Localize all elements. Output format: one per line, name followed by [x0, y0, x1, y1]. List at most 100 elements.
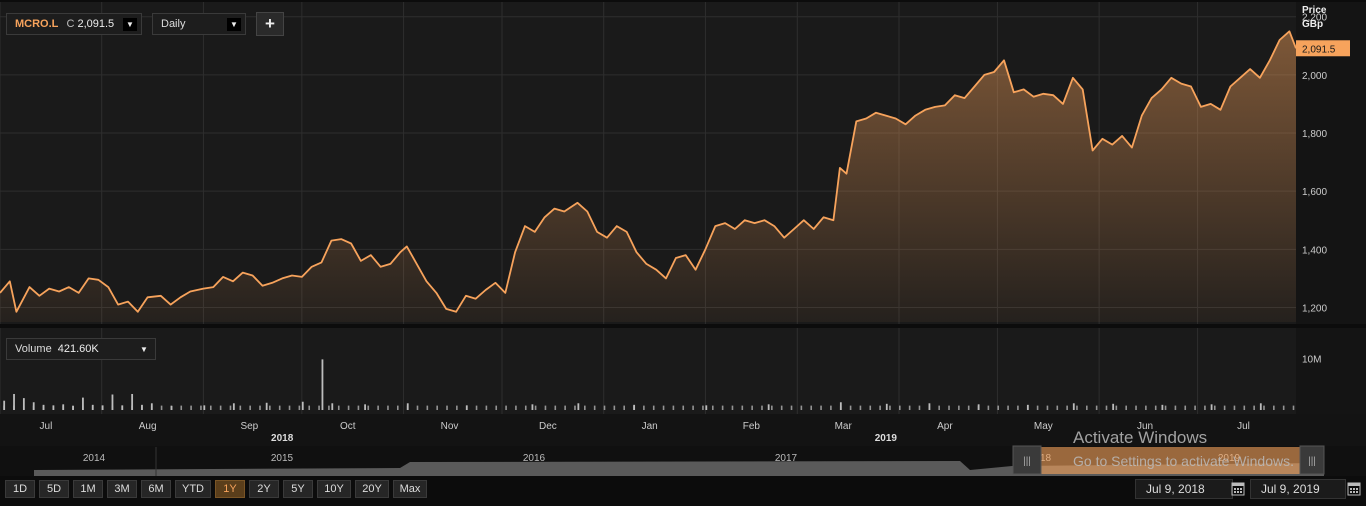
y-tick-label: 1,600 — [1302, 187, 1327, 198]
volume-bar — [623, 405, 625, 410]
volume-bar — [101, 405, 104, 410]
x-tick-label: Oct — [340, 421, 356, 432]
volume-bar — [1026, 404, 1029, 410]
date-to-field[interactable]: Jul 9, 2019 — [1250, 479, 1346, 499]
volume-bar — [1233, 405, 1236, 410]
volume-bar — [42, 404, 45, 410]
range-button-5y[interactable]: 5Y — [283, 480, 313, 498]
volume-bar — [1204, 405, 1206, 410]
grip-icon: ||| — [1023, 456, 1031, 467]
volume-bar — [62, 404, 65, 410]
volume-bar — [885, 403, 888, 410]
volume-bar — [288, 405, 291, 410]
date-from-field[interactable]: Jul 9, 2018 — [1135, 479, 1233, 499]
volume-bar — [377, 405, 379, 410]
price-series-line — [0, 30, 1297, 313]
y-tick-label: 1,200 — [1302, 303, 1327, 314]
x-tick-label: Jul — [1237, 421, 1250, 432]
volume-bar — [301, 401, 304, 410]
volume-bar — [761, 405, 763, 410]
volume-bar — [364, 404, 366, 410]
volume-bar — [1056, 405, 1059, 410]
volume-bar — [1036, 405, 1039, 410]
calendar-icon[interactable] — [1347, 481, 1361, 496]
volume-bar — [1174, 405, 1177, 410]
volume-bar — [889, 405, 891, 410]
volume-bar — [810, 405, 813, 410]
volume-bar — [977, 404, 980, 410]
ticker-selector[interactable]: MCRO.L C 2,091.5 ▼ — [6, 13, 142, 35]
volume-bar — [1115, 405, 1118, 410]
chevron-down-icon[interactable]: ▼ — [140, 345, 148, 354]
price-axis-title: Price — [1302, 5, 1327, 16]
volume-bar — [1095, 405, 1098, 410]
range-button-1d[interactable]: 1D — [5, 480, 35, 498]
range-button-max[interactable]: Max — [393, 480, 427, 498]
calendar-icon[interactable] — [1231, 481, 1245, 496]
volume-bar — [1076, 405, 1078, 410]
range-button-2y[interactable]: 2Y — [249, 480, 279, 498]
volume-bar — [633, 404, 636, 410]
volume-bar — [767, 404, 770, 410]
range-button-ytd[interactable]: YTD — [175, 480, 211, 498]
navigator-history — [34, 461, 1324, 476]
volume-bar — [331, 403, 334, 410]
volume-bar — [1007, 405, 1009, 410]
range-button-6m[interactable]: 6M — [141, 480, 171, 498]
volume-bar — [1072, 403, 1075, 410]
volume-bar — [839, 402, 842, 410]
close-value: 2,091.5 — [77, 18, 115, 30]
chevron-down-icon[interactable]: ▼ — [227, 18, 241, 31]
volume-bar — [574, 405, 576, 410]
navigator-selection — [1040, 447, 1302, 474]
navigator-right-handle[interactable] — [1299, 445, 1325, 475]
price-area-fill — [0, 31, 1296, 323]
volume-bar — [879, 405, 881, 410]
volume-bar — [1086, 405, 1088, 410]
volume-bar — [751, 405, 753, 410]
volume-bar — [1046, 405, 1049, 410]
volume-bar — [702, 405, 704, 410]
volume-bar — [1273, 405, 1275, 410]
x-tick-label: Feb — [743, 421, 761, 432]
volume-bar — [524, 405, 527, 410]
volume-bar — [721, 405, 724, 410]
volume-selector[interactable]: Volume 421.60K ▼ — [6, 338, 156, 360]
interval-dropdown[interactable]: Daily ▼ — [152, 13, 246, 35]
volume-bar — [1105, 405, 1108, 410]
volume-bar — [820, 405, 822, 410]
range-button-10y[interactable]: 10Y — [317, 480, 351, 498]
range-button-3m[interactable]: 3M — [107, 480, 137, 498]
volume-bar — [406, 403, 409, 410]
volume-bar — [997, 405, 1000, 410]
volume-bar — [436, 405, 438, 410]
volume-bar — [1066, 405, 1068, 410]
range-button-20y[interactable]: 20Y — [355, 480, 389, 498]
x-tick-label: May — [1034, 421, 1053, 432]
volume-bar — [170, 405, 173, 410]
volume-bar — [52, 405, 55, 410]
y-tick-label: 2,000 — [1302, 71, 1327, 82]
volume-bar — [928, 403, 931, 410]
last-price-label: 2,091.5 — [1302, 44, 1336, 55]
navigator-left-handle[interactable] — [1012, 445, 1042, 475]
volume-bar — [72, 405, 74, 410]
volume-bar — [328, 405, 330, 410]
x-tick-label: Aug — [139, 421, 157, 432]
volume-bar — [643, 405, 645, 410]
volume-bar — [190, 405, 192, 410]
volume-bar — [308, 405, 311, 410]
volume-bar — [1112, 403, 1115, 410]
volume-bar — [1194, 405, 1196, 410]
range-button-1m[interactable]: 1M — [73, 480, 103, 498]
volume-bar — [91, 404, 94, 410]
range-button-1y[interactable]: 1Y — [215, 480, 245, 498]
chevron-down-icon[interactable]: ▼ — [123, 18, 137, 31]
volume-bar — [485, 405, 488, 410]
add-indicator-button[interactable]: + — [256, 12, 284, 36]
volume-bar — [1259, 403, 1262, 410]
range-button-5d[interactable]: 5D — [39, 480, 69, 498]
volume-bar — [1017, 405, 1019, 410]
date-from: Jul 9, 2018 — [1146, 482, 1205, 496]
volume-bar — [269, 405, 271, 410]
